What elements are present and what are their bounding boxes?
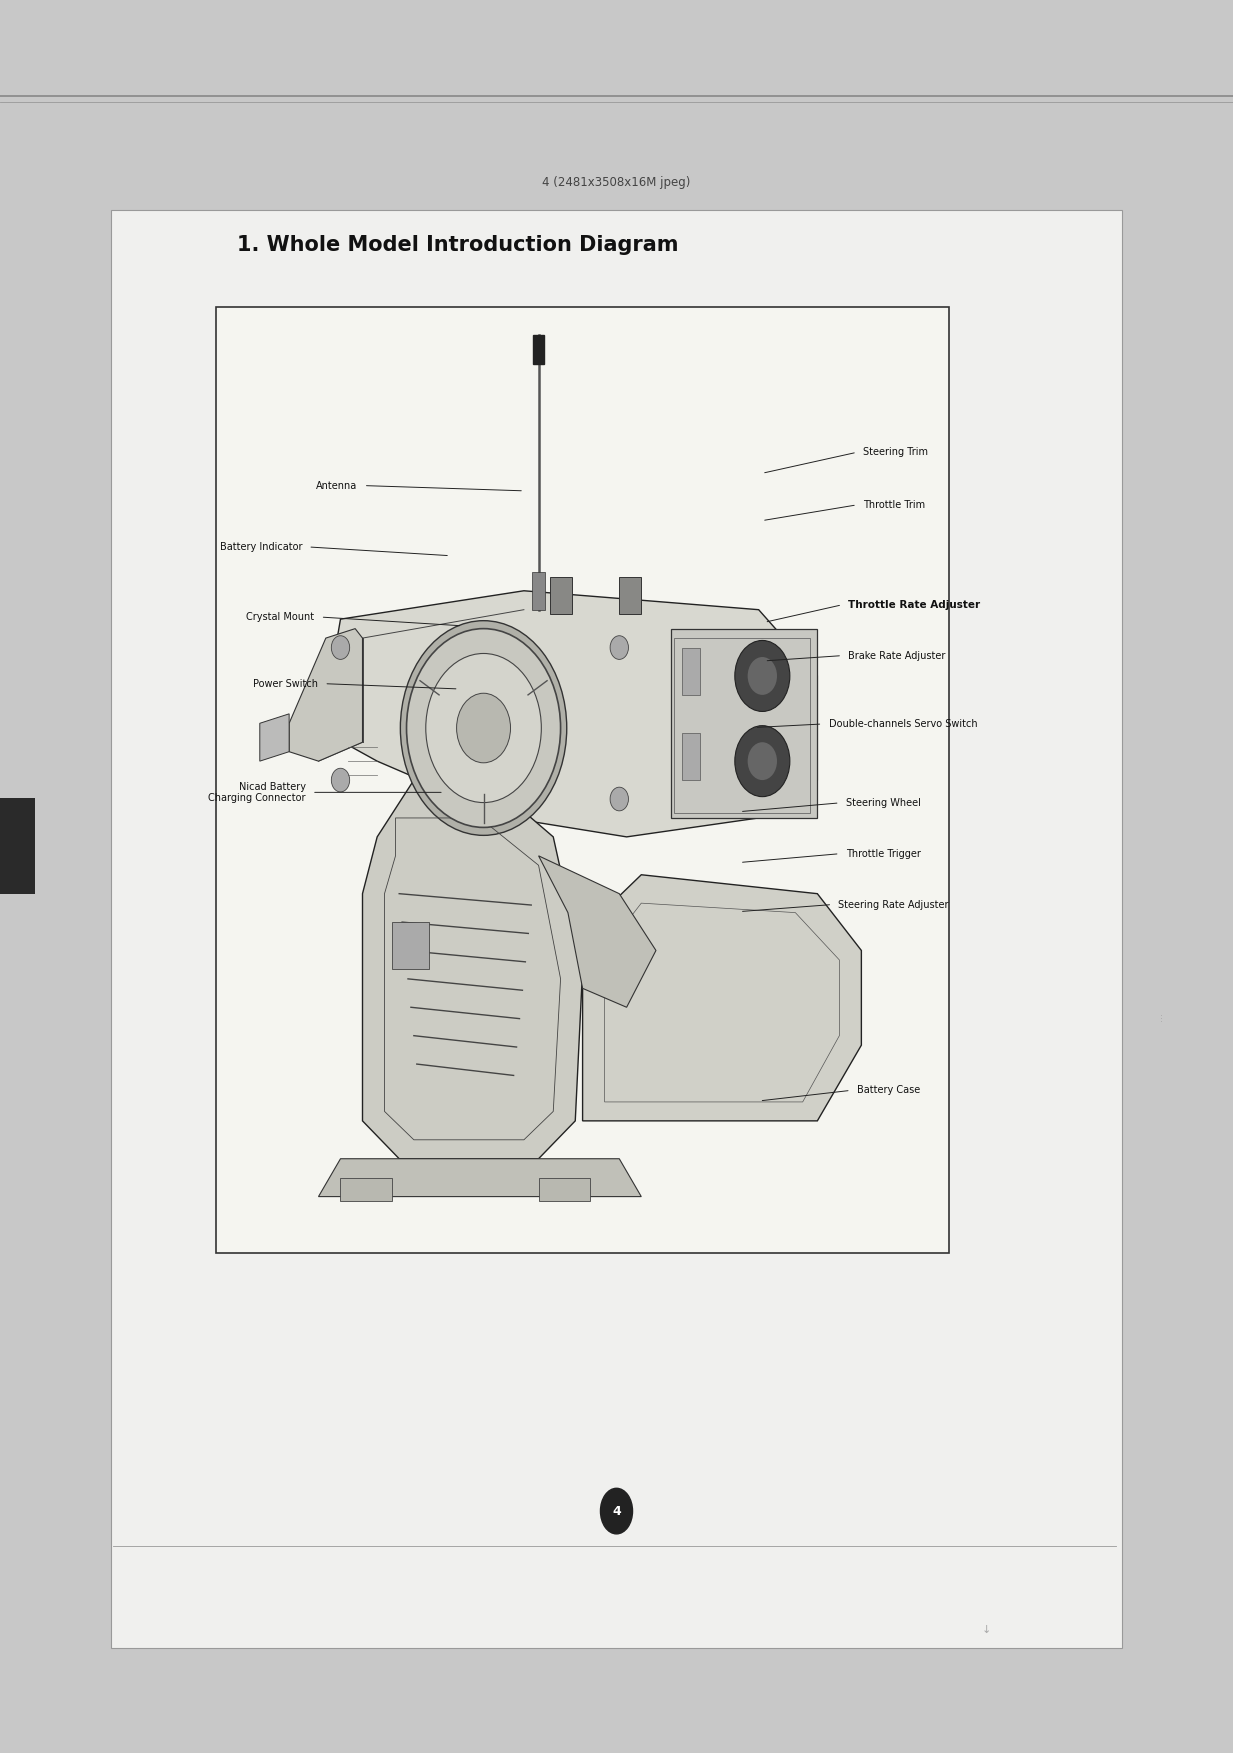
Ellipse shape <box>407 629 561 827</box>
Polygon shape <box>326 591 817 836</box>
Polygon shape <box>539 855 656 1008</box>
Text: Battery Case: Battery Case <box>857 1085 920 1096</box>
Ellipse shape <box>425 654 541 803</box>
Text: Power Switch: Power Switch <box>253 678 318 689</box>
Text: 4 (2481x3508x16M jpeg): 4 (2481x3508x16M jpeg) <box>543 175 690 189</box>
Bar <box>674 638 810 813</box>
Ellipse shape <box>735 640 790 712</box>
Text: Nicad Battery
Charging Connector: Nicad Battery Charging Connector <box>208 782 306 803</box>
Text: Throttle Rate Adjuster: Throttle Rate Adjuster <box>848 600 980 610</box>
Text: ...: ... <box>1154 1011 1164 1022</box>
Ellipse shape <box>332 636 350 659</box>
Text: Antenna: Antenna <box>317 480 358 491</box>
Polygon shape <box>318 1159 641 1197</box>
Bar <box>671 629 817 819</box>
Bar <box>340 1178 392 1201</box>
Ellipse shape <box>735 726 790 796</box>
Bar <box>0 798 35 894</box>
Text: 4: 4 <box>612 1504 621 1518</box>
Polygon shape <box>260 713 289 761</box>
Bar <box>619 577 641 615</box>
Text: Steering Trim: Steering Trim <box>863 447 928 458</box>
Bar <box>539 1178 589 1201</box>
Text: Battery Indicator: Battery Indicator <box>219 542 302 552</box>
Bar <box>682 733 700 780</box>
Text: Throttle Trim: Throttle Trim <box>863 500 925 510</box>
Text: Crystal Mount: Crystal Mount <box>247 612 314 622</box>
Bar <box>531 571 545 610</box>
Text: Throttle Trigger: Throttle Trigger <box>846 848 921 859</box>
Polygon shape <box>289 629 363 761</box>
Bar <box>216 307 949 1253</box>
Polygon shape <box>582 875 862 1120</box>
Ellipse shape <box>747 742 777 780</box>
Text: 1. Whole Model Introduction Diagram: 1. Whole Model Introduction Diagram <box>237 235 678 256</box>
Ellipse shape <box>401 621 567 836</box>
Ellipse shape <box>747 657 777 694</box>
Ellipse shape <box>610 636 629 659</box>
Polygon shape <box>363 780 582 1159</box>
Text: ↓: ↓ <box>981 1625 991 1636</box>
Bar <box>392 922 429 969</box>
Text: Steering Wheel: Steering Wheel <box>846 798 921 808</box>
Text: Steering Rate Adjuster: Steering Rate Adjuster <box>838 899 949 910</box>
Circle shape <box>600 1488 633 1534</box>
Text: Brake Rate Adjuster: Brake Rate Adjuster <box>848 650 946 661</box>
Ellipse shape <box>332 768 350 792</box>
Ellipse shape <box>610 787 629 812</box>
Bar <box>550 577 572 615</box>
Ellipse shape <box>456 692 510 763</box>
Text: Double-channels Servo Switch: Double-channels Servo Switch <box>829 719 978 729</box>
Bar <box>111 210 1122 1648</box>
Bar <box>682 647 700 694</box>
Bar <box>534 335 544 363</box>
